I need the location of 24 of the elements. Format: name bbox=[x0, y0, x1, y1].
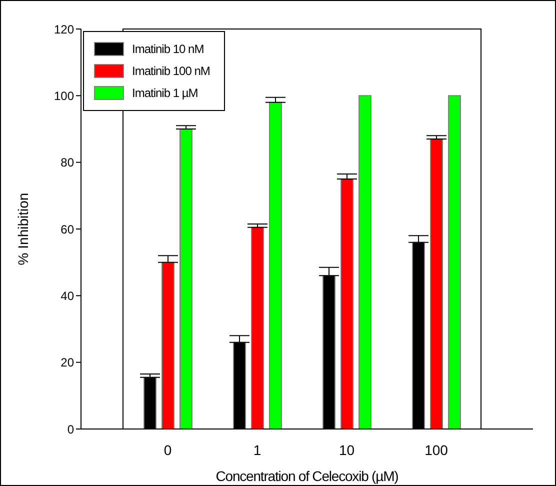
legend-label: Imatinib 100 nM bbox=[132, 64, 210, 78]
legend-label: Imatinib 1 µM bbox=[132, 86, 198, 100]
y-tick-label: 60 bbox=[60, 222, 74, 236]
y-tick-label: 80 bbox=[60, 156, 74, 170]
x-tick-label: 100 bbox=[424, 442, 448, 458]
bar bbox=[430, 138, 443, 429]
bar bbox=[180, 128, 192, 429]
bar bbox=[269, 102, 282, 429]
y-axis-title: % Inhibition bbox=[14, 192, 31, 266]
bar bbox=[251, 226, 264, 429]
x-axis-title: Concentration of Celecoxib (µM) bbox=[216, 468, 398, 484]
bar bbox=[448, 95, 461, 429]
x-tick-label: 10 bbox=[338, 442, 355, 458]
y-tick-label: 100 bbox=[54, 88, 74, 103]
bar bbox=[162, 262, 174, 429]
x-tick-label: 0 bbox=[164, 442, 172, 458]
y-tick-label: 0 bbox=[67, 422, 74, 436]
bar bbox=[340, 178, 354, 429]
y-tick-label: 120 bbox=[54, 22, 74, 36]
y-tick-label: 20 bbox=[60, 356, 74, 370]
legend-label: Imatinib 10 nM bbox=[132, 42, 204, 56]
x-tick-label: 1 bbox=[253, 442, 262, 458]
y-tick-label: 40 bbox=[60, 288, 74, 303]
bar bbox=[358, 95, 372, 429]
